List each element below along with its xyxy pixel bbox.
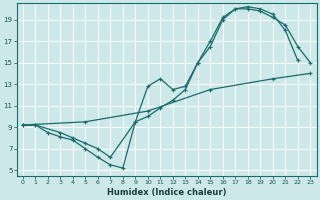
- X-axis label: Humidex (Indice chaleur): Humidex (Indice chaleur): [107, 188, 226, 197]
